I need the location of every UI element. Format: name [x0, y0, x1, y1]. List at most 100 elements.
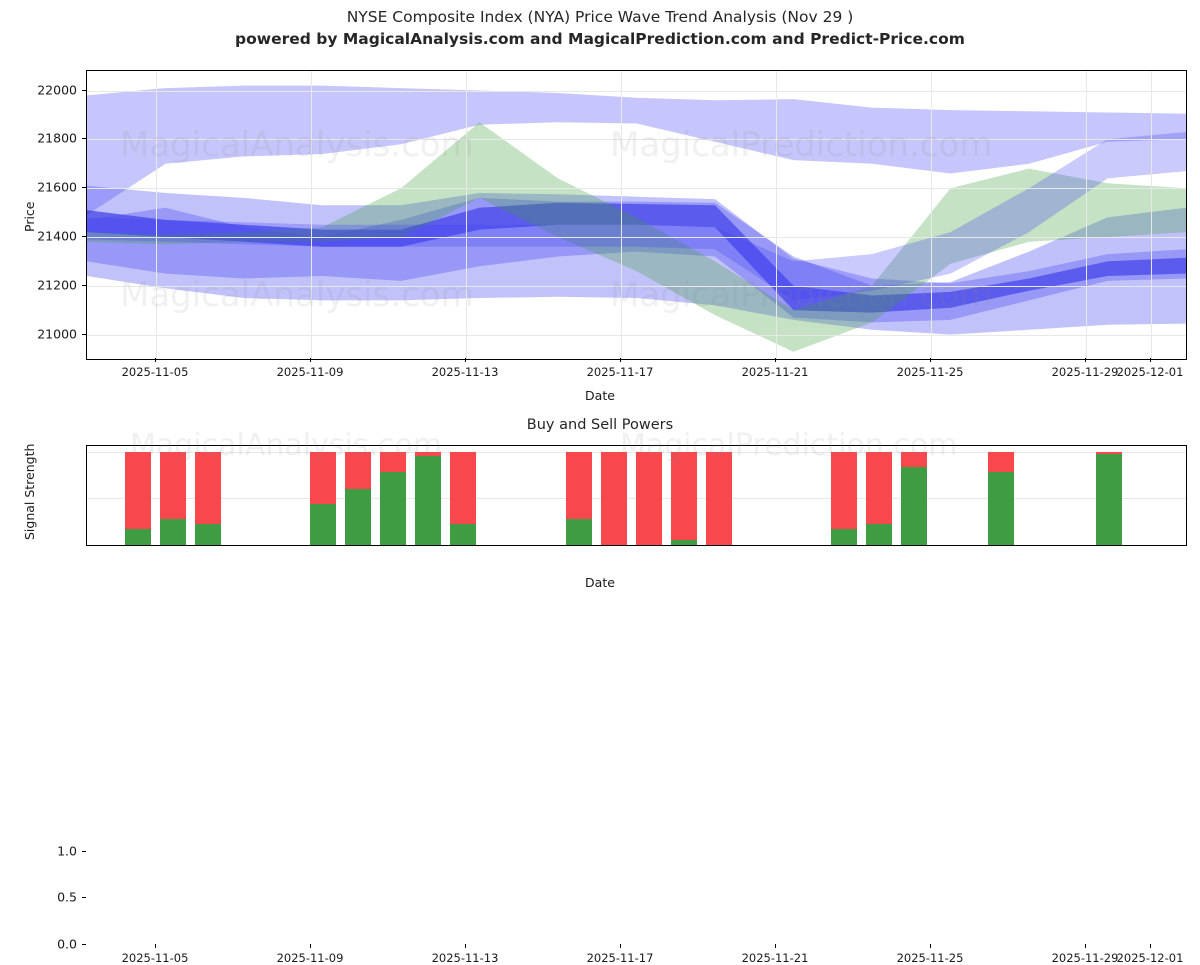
gridline-horizontal [87, 236, 1186, 238]
signal-bar[interactable] [195, 451, 221, 545]
buy-power-segment [831, 529, 857, 545]
buy-power-segment [988, 472, 1014, 545]
x-tick-label: 2025-11-17 [586, 951, 654, 965]
x-tick-mark [930, 358, 931, 362]
gridline-vertical [1086, 71, 1087, 359]
sell-power-segment [415, 451, 441, 457]
x-tick-label: 2025-12-01 [1116, 365, 1184, 379]
signal-bar[interactable] [831, 451, 857, 545]
price-wave-panel: 21000 21200 21400 21600 21800 22000 2025-11-0… [0, 0, 1200, 403]
x-tick-label: 2025-11-09 [276, 365, 344, 379]
x-tick-label: 2025-11-05 [121, 951, 189, 965]
y-tick-mark [82, 944, 86, 945]
buy-power-segment [195, 524, 221, 545]
x-tick-mark [930, 944, 931, 948]
signal-bar[interactable] [1096, 451, 1122, 545]
x-tick-mark [1085, 358, 1086, 362]
wave-band-late-rise-band [87, 132, 1186, 301]
gridline-vertical [1151, 71, 1152, 359]
buy-sell-ylabel: Signal Strength [22, 443, 37, 540]
signal-bar[interactable] [866, 451, 892, 545]
gridline-vertical [621, 71, 622, 359]
sell-power-segment [866, 451, 892, 525]
sell-power-segment [195, 451, 221, 525]
x-tick-label: 2025-11-21 [741, 365, 809, 379]
sell-power-segment [901, 451, 927, 468]
sell-power-segment [1096, 451, 1122, 455]
signal-bar[interactable] [380, 451, 406, 545]
price-wave-bands [87, 85, 1186, 352]
buy-power-segment [160, 518, 186, 545]
x-tick-mark [775, 944, 776, 948]
buy-power-segment [450, 524, 476, 545]
sell-power-segment [450, 451, 476, 525]
x-tick-label: 2025-12-01 [1116, 951, 1184, 965]
signal-bar[interactable] [706, 451, 732, 545]
wave-band-outer-envelope-upper [87, 85, 1186, 215]
wave-band-secondary-band [87, 197, 1186, 323]
y-tick-label: 0.0 [57, 936, 77, 952]
sell-power-segment [566, 451, 592, 519]
x-tick-mark [465, 944, 466, 948]
buy-power-segment [901, 467, 927, 545]
signal-bar[interactable] [125, 451, 151, 545]
buy-power-segment [310, 503, 336, 545]
gridline-vertical [931, 71, 932, 359]
x-tick-label: 2025-11-05 [121, 365, 189, 379]
signal-bar[interactable] [901, 451, 927, 545]
x-tick-mark [465, 358, 466, 362]
signal-bar[interactable] [310, 451, 336, 545]
y-tick-mark [82, 897, 86, 899]
gridline-horizontal [87, 139, 1186, 141]
x-tick-label: 2025-11-21 [741, 951, 809, 965]
price-wave-ylabel: Price [22, 201, 37, 233]
gridline-vertical [156, 71, 157, 359]
sell-power-segment [125, 451, 151, 530]
signal-bar[interactable] [988, 451, 1014, 545]
signal-bar[interactable] [636, 451, 662, 545]
signal-bar[interactable] [160, 451, 186, 545]
sell-power-segment [601, 451, 627, 545]
y-tick-mark [82, 333, 86, 335]
wave-band-inner-core-band [87, 202, 1186, 313]
signal-bar[interactable] [345, 451, 371, 545]
x-tick-mark [310, 944, 311, 948]
y-tick-mark [82, 187, 86, 189]
sell-power-segment [988, 451, 1014, 473]
y-tick-label: 21000 [37, 326, 77, 342]
buy-power-segment [345, 488, 371, 545]
gridline-vertical [466, 71, 467, 359]
gridline-vertical [311, 71, 312, 359]
x-tick-label: 2025-11-29 [1051, 951, 1119, 965]
y-tick-label: 22000 [37, 82, 77, 98]
signal-bar[interactable] [450, 451, 476, 545]
sell-power-segment [706, 451, 732, 545]
buy-power-segment [415, 456, 441, 545]
x-tick-mark [775, 358, 776, 362]
x-tick-label: 2025-11-13 [431, 951, 499, 965]
sell-power-segment [345, 451, 371, 489]
gridline-vertical [776, 71, 777, 359]
signal-bar[interactable] [566, 451, 592, 545]
y-tick-label: 1.0 [57, 843, 77, 859]
gridline-horizontal [87, 285, 1186, 287]
gridline-horizontal [87, 188, 1186, 190]
buy-power-segment [380, 472, 406, 545]
y-tick-mark [82, 138, 86, 140]
page-title: NYSE Composite Index (NYA) Price Wave Tr… [346, 8, 854, 26]
buy-power-segment [1096, 454, 1122, 545]
buy-sell-xlabel: Date [585, 575, 615, 590]
sell-power-segment [671, 451, 697, 541]
y-tick-label: 21200 [37, 277, 77, 293]
page-subtitle: powered by MagicalAnalysis.com and Magic… [235, 30, 965, 48]
x-tick-label: 2025-11-25 [896, 951, 964, 965]
buy-power-segment [566, 518, 592, 545]
signal-bar[interactable] [601, 451, 627, 545]
signal-bar[interactable] [671, 451, 697, 545]
signal-bar[interactable] [415, 451, 441, 545]
x-tick-mark [620, 944, 621, 948]
y-tick-mark [82, 284, 86, 286]
gridline-horizontal [87, 90, 1186, 92]
x-tick-mark [155, 358, 156, 362]
